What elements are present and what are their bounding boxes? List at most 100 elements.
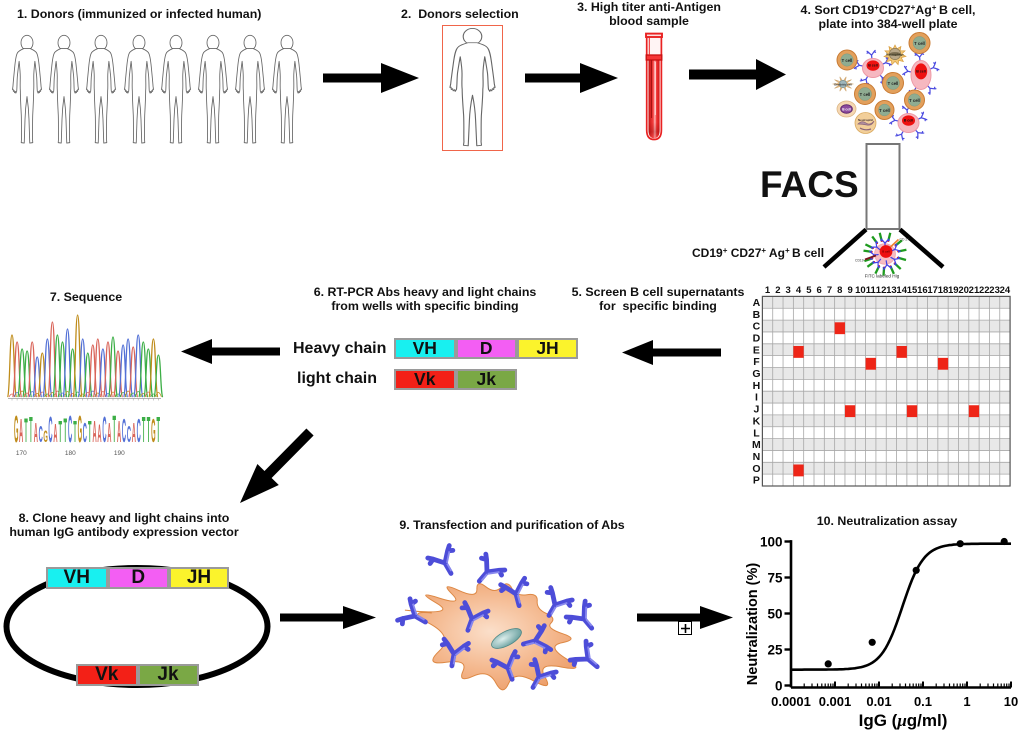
svg-text:25: 25	[767, 642, 783, 657]
svg-text:T: T	[157, 411, 161, 450]
svg-text:I: I	[755, 392, 758, 404]
svg-text:A: A	[107, 418, 111, 448]
svg-text:C: C	[127, 421, 131, 447]
svg-text:G: G	[151, 414, 155, 450]
svg-text:3: 3	[786, 285, 791, 296]
svg-text:CD19: CD19	[855, 259, 864, 263]
svg-text:D: D	[753, 332, 761, 344]
svg-text:A: A	[117, 414, 121, 449]
svg-text:CD 27: CD 27	[900, 238, 910, 242]
svg-text:Neutrophil: Neutrophil	[858, 118, 873, 122]
svg-text:Dendritic cell: Dendritic cell	[834, 82, 852, 86]
svg-text:C: C	[122, 414, 126, 450]
svg-text:8: 8	[837, 285, 842, 296]
svg-text:T cell: T cell	[842, 58, 853, 63]
svg-text:23: 23	[989, 285, 1000, 296]
svg-text:T cell: T cell	[860, 92, 871, 97]
svg-text:T: T	[142, 411, 146, 450]
svg-text:17: 17	[927, 285, 938, 296]
svg-text:O: O	[752, 463, 760, 475]
svg-text:P: P	[753, 475, 760, 487]
svg-text:C: C	[753, 321, 761, 333]
svg-text:T: T	[24, 413, 28, 451]
svg-text:B cell: B cell	[916, 69, 926, 73]
svg-text:16: 16	[917, 285, 928, 296]
svg-text:180: 180	[65, 450, 76, 457]
svg-text:18: 18	[938, 285, 949, 296]
svg-text:6: 6	[817, 285, 822, 296]
svg-text:G: G	[78, 407, 82, 450]
svg-text:T: T	[147, 411, 151, 450]
svg-text:L: L	[753, 427, 760, 439]
svg-text:0.1: 0.1	[914, 694, 932, 709]
svg-text:2: 2	[775, 285, 780, 296]
svg-text:5: 5	[806, 285, 812, 296]
svg-text:100: 100	[760, 535, 783, 549]
svg-text:C: C	[39, 421, 43, 447]
svg-text:1: 1	[963, 694, 970, 709]
svg-text:T: T	[73, 414, 77, 449]
svg-text:G: G	[752, 368, 760, 380]
svg-text:T cell: T cell	[909, 98, 920, 103]
svg-text:0.01: 0.01	[866, 694, 891, 709]
svg-text:50: 50	[767, 606, 782, 621]
svg-text:Macrophage: Macrophage	[886, 53, 904, 57]
svg-text:12: 12	[876, 285, 887, 296]
svg-text:A: A	[34, 418, 38, 448]
svg-text:0: 0	[775, 678, 783, 693]
svg-text:A: A	[132, 418, 136, 448]
svg-text:22: 22	[979, 285, 990, 296]
svg-text:A: A	[53, 419, 57, 448]
svg-text:1: 1	[765, 285, 771, 296]
svg-text:M: M	[752, 439, 761, 451]
svg-text:19: 19	[948, 285, 959, 296]
svg-text:Neutralization (%): Neutralization (%)	[745, 563, 761, 686]
svg-text:T cell: T cell	[914, 41, 925, 46]
svg-text:T: T	[112, 407, 116, 450]
svg-text:E: E	[753, 344, 760, 356]
svg-text:C: C	[68, 407, 72, 450]
svg-text:G: G	[14, 407, 18, 450]
svg-text:0.0001: 0.0001	[771, 694, 811, 709]
svg-text:190: 190	[114, 450, 125, 457]
svg-text:B: B	[753, 309, 761, 321]
svg-text:C: C	[102, 411, 106, 450]
svg-text:7: 7	[827, 285, 832, 296]
svg-text:A: A	[97, 420, 101, 448]
svg-text:T: T	[29, 411, 33, 450]
svg-text:75: 75	[767, 570, 783, 585]
svg-text:4: 4	[796, 285, 802, 296]
svg-text:F: F	[753, 356, 760, 368]
svg-text:A: A	[19, 414, 23, 450]
svg-text:A: A	[93, 414, 97, 449]
svg-text:20: 20	[958, 285, 969, 296]
svg-text:13: 13	[886, 285, 897, 296]
svg-text:C: C	[48, 411, 52, 450]
svg-text:10: 10	[855, 285, 866, 296]
svg-text:N: N	[753, 451, 761, 463]
svg-text:C: C	[137, 414, 141, 450]
svg-text:H: H	[753, 380, 761, 392]
svg-text:9: 9	[847, 285, 852, 296]
svg-text:24: 24	[1000, 285, 1011, 296]
svg-text:K: K	[753, 415, 761, 427]
svg-text:14: 14	[896, 285, 907, 296]
svg-text:15: 15	[907, 285, 918, 296]
svg-text:T: T	[88, 414, 92, 449]
svg-text:B cell: B cell	[868, 63, 878, 67]
svg-text:C: C	[83, 418, 87, 448]
svg-text:21: 21	[969, 285, 980, 296]
svg-text:0.001: 0.001	[819, 694, 852, 709]
svg-text:G: G	[43, 427, 47, 446]
svg-text:A: A	[753, 297, 761, 309]
svg-text:11: 11	[866, 285, 877, 296]
svg-text:T cell: T cell	[879, 108, 890, 113]
svg-text:170: 170	[16, 450, 27, 457]
svg-text:B cell: B cell	[842, 107, 851, 111]
svg-text:J: J	[753, 404, 759, 416]
svg-text:T cell: T cell	[888, 81, 899, 86]
svg-text:T: T	[63, 413, 67, 451]
svg-text:FITC labeled HIg: FITC labeled HIg	[865, 274, 900, 279]
svg-text:B cell: B cell	[882, 250, 890, 254]
svg-text:10: 10	[1004, 694, 1018, 709]
